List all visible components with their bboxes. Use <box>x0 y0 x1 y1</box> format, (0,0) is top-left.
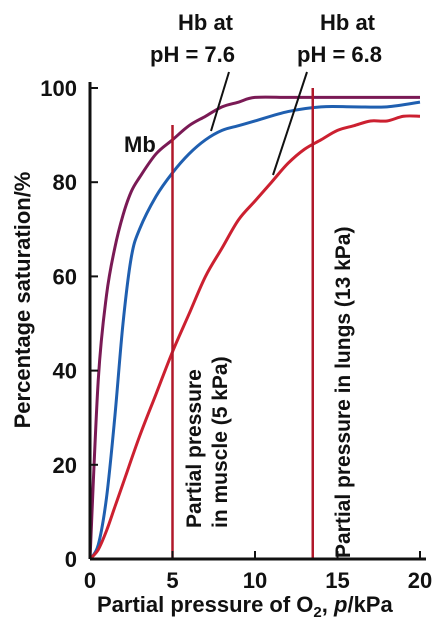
hb68-annotation-line2: pH = 6.8 <box>297 42 382 67</box>
y-tick-label: 100 <box>40 76 77 101</box>
muscle-pressure-label-line1: Partial pressure <box>183 369 206 528</box>
mb-curve <box>88 95 420 560</box>
hb76-pointer <box>210 71 230 132</box>
muscle-pressure-label-line2: in muscle (5 kPa) <box>209 356 232 528</box>
y-axis-title: Percentage saturation/% <box>10 172 35 429</box>
tick-labels-layer: 0 5 10 15 20 0 20 40 60 80 100 <box>40 76 432 593</box>
x-tick-label: 0 <box>84 568 96 593</box>
lungs-pressure-label: Partial pressure in lungs (13 kPa) <box>332 227 355 558</box>
axes-layer <box>88 82 426 561</box>
hb-ph68-curve <box>88 114 421 561</box>
x-axis-title: Partial pressure of O2, p/kPa <box>97 592 393 621</box>
x-tick-label: 5 <box>166 568 178 593</box>
hb76-annotation-line1: Hb at <box>178 10 234 35</box>
reference-lines-layer <box>171 88 314 559</box>
y-tick-label: 60 <box>53 264 77 289</box>
hb68-pointer <box>272 71 308 176</box>
x-tick-label: 15 <box>325 568 349 593</box>
hb-ph76-curve <box>88 100 421 560</box>
y-tick-label: 0 <box>65 547 77 572</box>
series-layer <box>88 95 421 561</box>
y-tick-label: 20 <box>53 453 77 478</box>
hb68-annotation-line1: Hb at <box>320 10 376 35</box>
hb76-annotation-line2: pH = 7.6 <box>150 42 235 67</box>
y-tick-label: 80 <box>53 170 77 195</box>
mb-annotation: Mb <box>124 132 156 157</box>
x-tick-label: 10 <box>243 568 267 593</box>
y-tick-label: 40 <box>53 359 77 384</box>
x-tick-label: 20 <box>408 568 432 593</box>
